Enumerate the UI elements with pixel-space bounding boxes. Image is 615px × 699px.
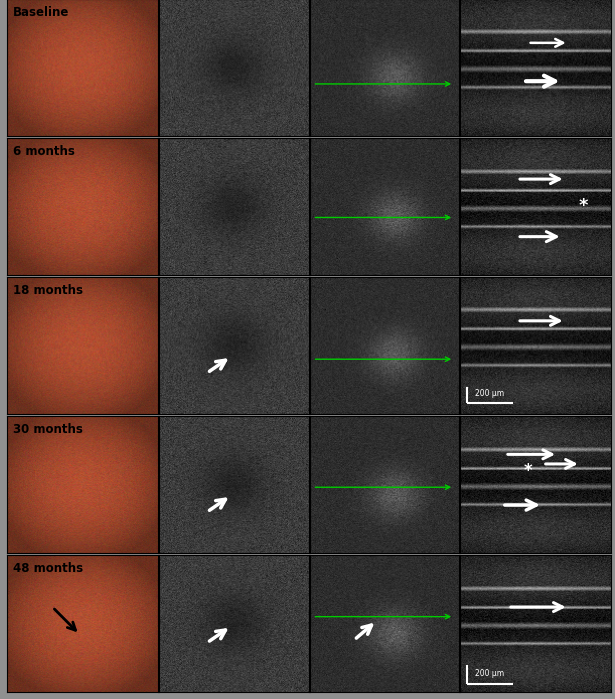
Text: *: * [579,198,589,215]
Text: 18 months: 18 months [13,284,83,297]
Text: Baseline: Baseline [13,6,69,19]
Text: 48 months: 48 months [13,562,83,575]
Text: *: * [523,462,532,480]
Text: 6 months: 6 months [13,145,75,158]
Text: 200 μm: 200 μm [475,670,504,678]
Text: 200 μm: 200 μm [475,389,504,398]
Text: 30 months: 30 months [13,423,83,436]
